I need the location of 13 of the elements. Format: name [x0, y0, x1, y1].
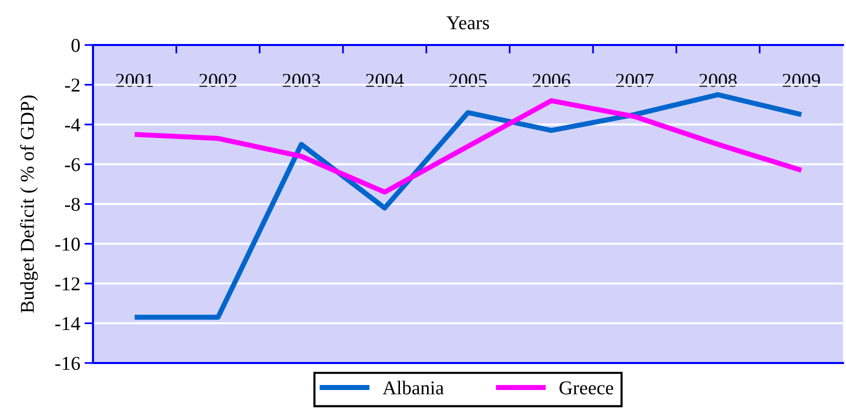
y-tick-label: -8	[65, 198, 80, 211]
legend-label: Albania	[382, 380, 444, 394]
y-tick-label: -14	[55, 317, 80, 330]
y-tick-label: -6	[65, 158, 80, 172]
y-tick-label: -4	[65, 118, 80, 132]
y-tick-label: -16	[55, 356, 80, 370]
y-axis-title: Budget Deficit ( % of GDP)	[20, 96, 38, 313]
x-axis-title: Years	[446, 16, 489, 30]
y-tick-label: 0	[72, 38, 80, 52]
y-tick-label: -12	[55, 277, 80, 290]
y-tick-label: -10	[55, 238, 80, 251]
legend-label: Greece	[560, 381, 614, 394]
y-tick-label: -2	[65, 78, 80, 92]
